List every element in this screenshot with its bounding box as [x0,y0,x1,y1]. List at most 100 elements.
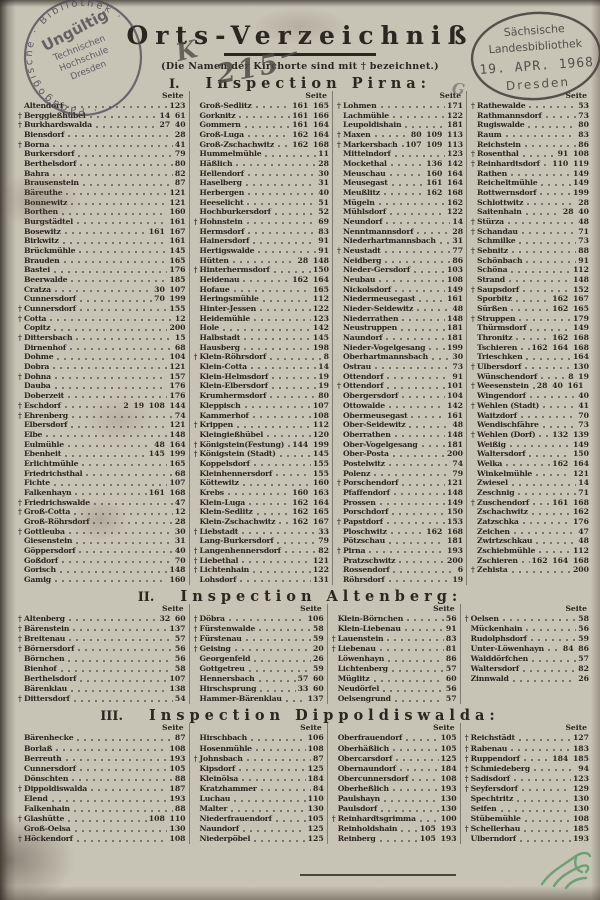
page-numbers: 105 [440,743,457,753]
page-numbers: 162 164 [292,130,329,140]
place-name: Georgenfeld [199,653,251,663]
page-numbers: 106 [307,733,324,743]
page-numbers: 150 [446,507,464,517]
dot-leader [504,131,577,139]
list-item: † Wehlen (Stadt) 41 [471,401,589,411]
list-item: Zeichen 47 [471,527,589,537]
list-item: Neidberg 86 [337,256,463,266]
place-name: Börnchen [24,653,65,663]
list-item: † Wehlen (Dorf) 132 139 [471,430,589,440]
list-item: Klein-Elbersdorf 19 [194,381,329,391]
column: Seite † Reichstädt 127 † Rabenau 183 † Ruppendor… [459,723,592,845]
list-item: Georgenfeld 26 [194,654,324,664]
list-item: Göppersdorf 40 [18,546,186,556]
place-name: Klein-Helmsdorf [199,371,269,381]
dot-leader [45,431,168,439]
dot-leader [53,382,168,390]
page-numbers: 57 [445,694,457,704]
dot-leader [245,755,311,763]
page-numbers: 137 [307,694,324,704]
dot-leader [389,160,425,168]
list-item: Heidenau 162 164 [194,275,329,285]
list-item: † Stürza 48 [471,217,589,227]
place-name: Thronitz [477,333,513,343]
page-numbers: 54 [174,694,186,704]
page-numbers: 14 [318,362,329,372]
page-numbers: 131 [312,574,329,584]
dot-leader [501,615,577,623]
dot-leader [520,556,530,564]
dot-leader [382,685,444,693]
dot-leader [411,775,439,783]
list-item: Groß-Sedlitz 161 165 [194,101,329,111]
dot-leader [221,324,311,332]
dot-leader [246,131,291,139]
place-name: Bosewitz [24,226,61,236]
dot-leader [238,765,306,773]
place-name: Brauden [24,255,60,265]
list-item: Neustruppen 181 [337,323,463,333]
page-numbers: 136 142 [426,159,464,169]
place-name: Giesenstein [24,536,73,546]
list-item: Malter 130 [194,804,324,814]
list-item: Groß-Röhrsdorf 28 [18,517,186,527]
place-name: Luchau [199,794,231,803]
dot-leader [384,257,451,265]
list-item: Börnchen 56 [18,654,186,664]
dot-leader [277,141,291,149]
place-name: Borthen [24,207,58,217]
page-numbers: 105 [440,733,457,743]
list-item: Oberhartmannsbach 30 [337,352,463,362]
page-numbers: 161 168 [148,487,186,497]
dot-leader [233,645,311,653]
page-numbers: 138 [169,684,186,694]
place-name: Nenntmannsdorf [342,226,414,236]
place-name: Fichte [24,478,50,488]
list-item: † Klein-Röhrsdorf 8 [194,352,329,362]
dot-leader [73,825,168,833]
place-name: Zuschendorf [477,497,529,507]
page-numbers: 122 [446,110,464,120]
page-numbers: 74 [452,458,464,468]
list-item: † Liebstadt 33 [194,527,329,537]
page-numbers: 181 [446,323,464,333]
place-name: Bärenstein [24,623,70,633]
dot-leader [508,440,571,448]
list-item: † Bärenstein 137 [18,624,186,634]
sections: I. Inspection Pirna: Seite Altendorf 123 † Ber… [0,75,600,845]
page-numbers: 132 139 [552,429,589,439]
place-name: Elend [24,794,48,803]
page-numbers: 125 [307,824,324,834]
cross-marker: † [18,623,22,633]
page-numbers: 59 [578,633,589,643]
page-numbers: 104 [446,391,464,401]
cross-marker: † [471,313,475,323]
dot-leader [253,655,311,663]
list-item: Berthelsdorf 80 [18,159,186,169]
dot-leader [238,112,291,119]
list-item: Birkwitz 161 [18,236,186,246]
cross-marker: † [193,633,198,643]
list-item: Polenz 79 [337,469,463,479]
dot-leader [519,411,577,419]
list-item: Elbe 148 [18,430,186,440]
list-item: Bienhof 58 [18,664,186,674]
place-name: Postelwitz [342,458,385,468]
page-numbers: 12 [174,507,186,517]
dot-leader [233,795,306,803]
dot-leader [428,344,445,352]
cross-marker: † [193,526,198,536]
section-numeral: I. [168,77,180,92]
dot-leader [542,402,577,410]
dot-leader [413,266,445,274]
cross-marker: † [331,633,336,643]
list-item: Trieschken 164 [471,352,589,362]
page-numbers: 58 [312,623,324,633]
dot-leader [243,402,311,410]
list-item: Mittelndorf 123 [337,149,463,159]
section-heading: III. Inspection Dippoldiswalda: [0,707,600,724]
place-name: Gottgetreu [199,664,245,674]
page-numbers: 149 [446,497,464,507]
page-numbers: 121 [312,555,329,565]
page-numbers: 150 [312,265,329,275]
